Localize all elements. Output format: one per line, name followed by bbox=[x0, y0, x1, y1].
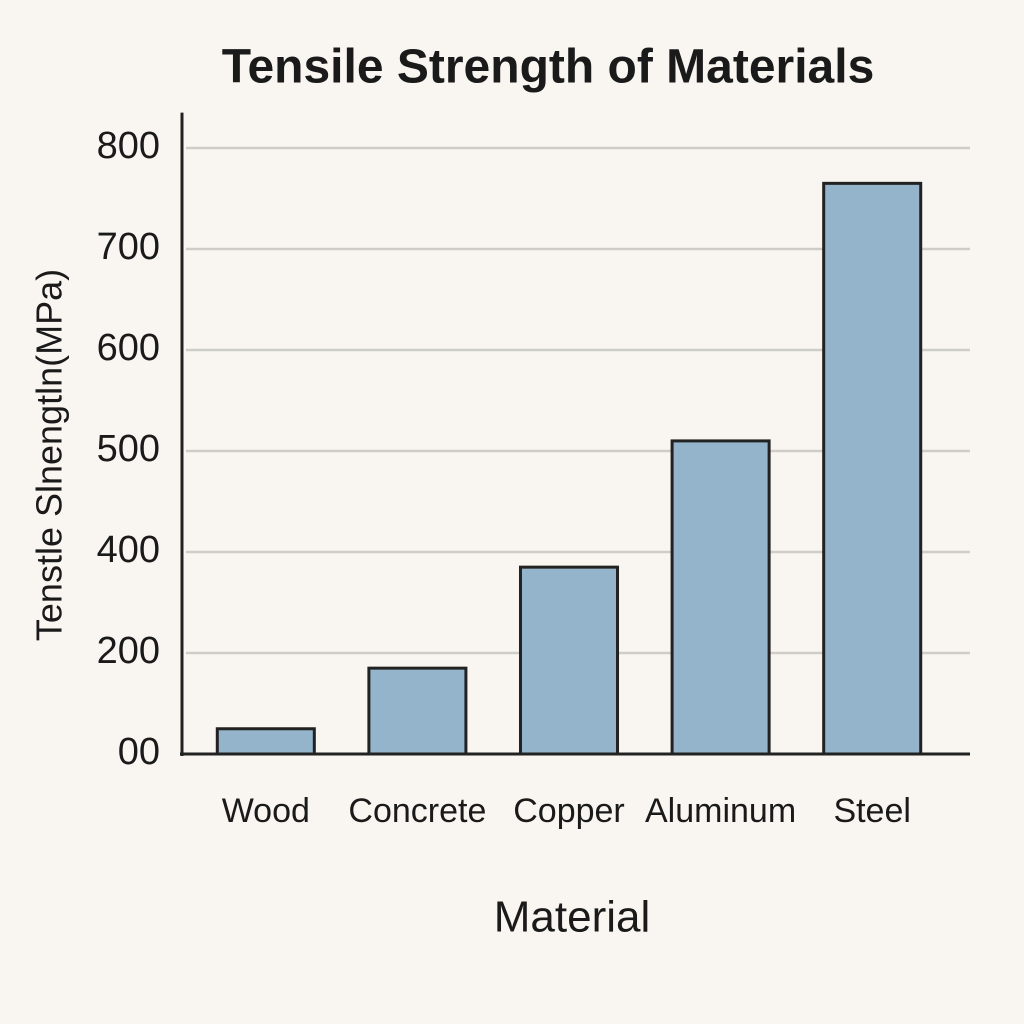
y-tick-label: 800 bbox=[97, 125, 160, 167]
y-tick-label: 00 bbox=[118, 731, 160, 773]
x-axis-label: Material bbox=[494, 893, 651, 942]
x-tick-label: Copper bbox=[513, 792, 625, 830]
bar bbox=[670, 439, 771, 756]
bar bbox=[215, 727, 316, 756]
y-tick-label: 200 bbox=[97, 630, 160, 672]
x-tick-label: Aluminum bbox=[645, 792, 796, 830]
bar bbox=[367, 666, 468, 756]
y-tick-label: 500 bbox=[97, 428, 160, 470]
x-tick-label: Steel bbox=[833, 792, 911, 830]
y-tick-label: 700 bbox=[97, 226, 160, 268]
y-tick-label: 400 bbox=[97, 529, 160, 571]
y-axis-label: Tenstle Slnengtln(MPa) bbox=[29, 269, 70, 641]
chart-title: Tensile Strength of Materials bbox=[222, 41, 875, 94]
x-tick-label: Concrete bbox=[348, 792, 486, 830]
bar bbox=[822, 181, 923, 756]
x-tick-label: Wood bbox=[222, 792, 310, 830]
bar bbox=[518, 565, 620, 756]
y-tick-label: 600 bbox=[97, 327, 160, 369]
